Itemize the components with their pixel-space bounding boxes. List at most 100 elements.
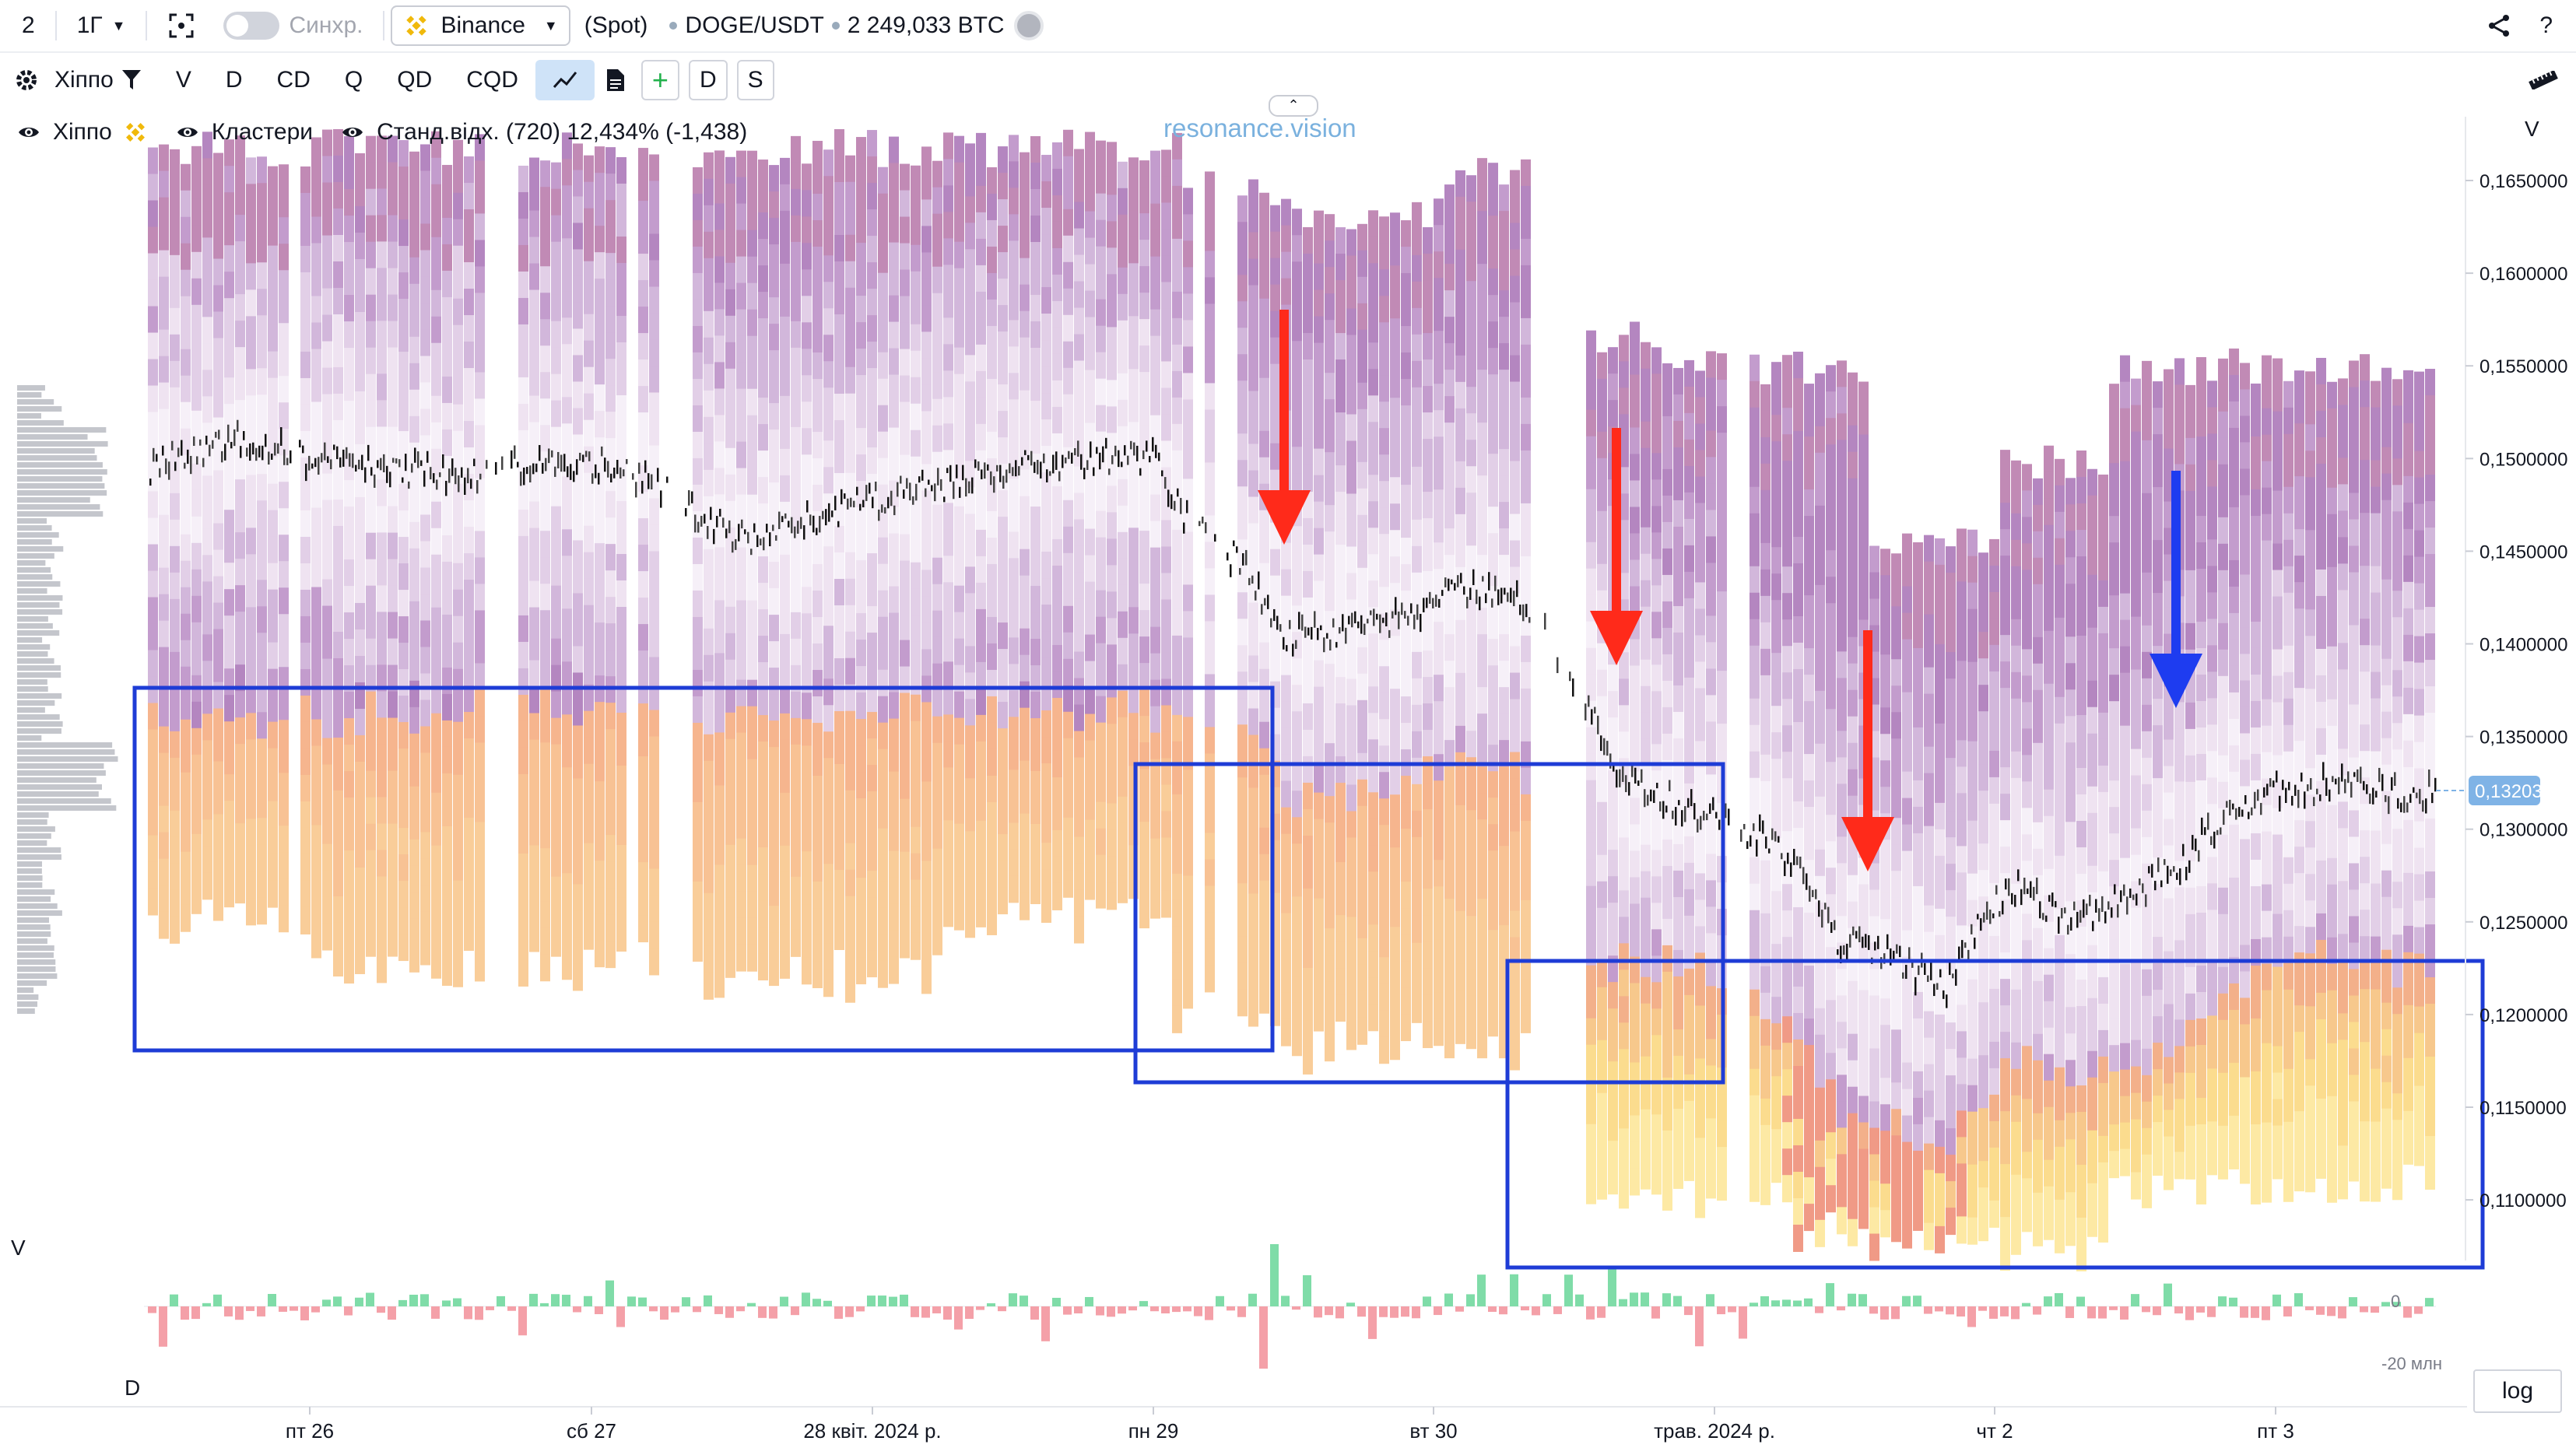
- interval-select[interactable]: 1Г ▼: [63, 12, 140, 39]
- highlight-box: [132, 685, 1275, 1053]
- indicator-name[interactable]: Хіппо: [54, 67, 114, 93]
- filter-icon: [121, 70, 141, 89]
- price-tick-label: 0,1450000: [2479, 542, 2567, 563]
- share-button[interactable]: [2472, 13, 2525, 38]
- market-type: (Spot): [584, 12, 648, 38]
- arrows: [1258, 310, 2202, 871]
- annotations: [132, 685, 2485, 1270]
- divider: [146, 11, 148, 40]
- mode-qd-button[interactable]: QD: [397, 67, 433, 93]
- status-indicator-icon: [1013, 11, 1044, 40]
- time-tick-label: пн 29: [1128, 1419, 1179, 1443]
- screenshot-button[interactable]: [153, 12, 209, 40]
- legend-clusters[interactable]: Кластери: [176, 119, 313, 146]
- watermark: resonance.vision: [1163, 114, 1356, 142]
- divider: [383, 11, 385, 40]
- price-tick-label: 0,1200000: [2479, 1005, 2567, 1026]
- indicator-toolbar: Хіппо V D CD Q QD CQD + D S: [0, 54, 2576, 106]
- time-axis[interactable]: пт 26 сб 27 28 квіт. 2024 р. пн 29 вт 30 трав…: [286, 1407, 2294, 1443]
- sync-toggle[interactable]: Синхр.: [209, 12, 377, 40]
- time-tick-label: трав. 2024 р.: [1654, 1419, 1775, 1443]
- eye-icon[interactable]: [341, 121, 364, 144]
- legend-hippo[interactable]: Хіппо: [17, 119, 148, 146]
- price-tick-label: 0,1600000: [2479, 264, 2567, 285]
- price-tick-label: 0,1650000: [2479, 171, 2567, 192]
- mode-v-button[interactable]: V: [175, 67, 191, 93]
- price-tick-label: 0,1150000: [2479, 1098, 2567, 1119]
- chevron-down-icon: ▼: [111, 17, 126, 33]
- settings-button[interactable]: [0, 60, 48, 100]
- log-scale-button[interactable]: log: [2473, 1369, 2562, 1413]
- time-tick-label: 28 квіт. 2024 р.: [803, 1419, 941, 1443]
- price-candles: [149, 419, 2437, 1008]
- share-icon: [2489, 15, 2510, 37]
- s-toggle-button[interactable]: S: [736, 60, 774, 100]
- toggle-switch[interactable]: [223, 12, 280, 40]
- price-tick-label: 0,1550000: [2479, 356, 2567, 377]
- mode-q-button[interactable]: Q: [344, 67, 363, 93]
- price-tick-label: 0,1350000: [2479, 728, 2567, 749]
- symbol-label[interactable]: DOGE/USDT: [685, 12, 824, 38]
- price-tick-label: 0,1500000: [2479, 449, 2567, 470]
- binance-logo-icon: [406, 16, 427, 36]
- document-icon: [606, 69, 624, 91]
- price-tick-label: 0,1100000: [2479, 1190, 2567, 1211]
- time-tick-label: вт 30: [1409, 1419, 1457, 1443]
- eye-icon[interactable]: [17, 121, 40, 144]
- current-price-label: 0,13203: [2475, 781, 2543, 802]
- delta-pane-label: D: [125, 1376, 141, 1400]
- legend-hippo-label: Хіппо: [53, 119, 112, 145]
- top-bar: 2 1Г ▼ Синхр. Binance ▼ (Spot) DOGE/USDT…: [0, 0, 2576, 53]
- filter-button[interactable]: [118, 60, 159, 100]
- eye-icon[interactable]: [176, 121, 199, 144]
- ruler-icon: [2529, 71, 2558, 89]
- price-tick-label: 0,1250000: [2479, 913, 2567, 934]
- volume-profile: [17, 385, 118, 1014]
- document-button[interactable]: [595, 60, 637, 100]
- line-chart-icon: [553, 72, 577, 89]
- cluster-heatmap: [148, 128, 2435, 1272]
- current-price-badge: [2469, 776, 2540, 805]
- collapse-toolbar-button[interactable]: ⌃: [1269, 95, 1318, 117]
- binance-logo-icon: [125, 123, 145, 142]
- time-tick-label: чт 2: [1976, 1419, 2013, 1443]
- interval-label: 1Г: [76, 12, 103, 38]
- price-axis-header: V: [2525, 117, 2539, 141]
- divider: [54, 11, 57, 40]
- delta-zero-label: 0: [2391, 1292, 2401, 1311]
- price-axis[interactable]: 0,1650000 0,1600000 0,1550000 0,1500000 0,14…: [2436, 117, 2567, 1260]
- separator-dot: [669, 22, 678, 30]
- time-tick-label: пт 3: [2257, 1419, 2294, 1443]
- indicator-legend: Хіппо Кластери Станд.відх. (720) 12,434%…: [17, 115, 775, 149]
- delta-histogram: [144, 1244, 2436, 1369]
- exchange-name: Binance: [440, 12, 525, 38]
- mode-d-button[interactable]: D: [225, 67, 243, 93]
- crosshair-frame-icon: [169, 13, 194, 38]
- legend-clusters-label: Кластери: [211, 119, 314, 145]
- highlight-box: [1133, 762, 1725, 1085]
- delta-min-label: -20 млн: [2381, 1354, 2443, 1373]
- sync-label: Синхр.: [289, 12, 363, 38]
- line-chart-button[interactable]: [535, 60, 595, 100]
- d-toggle-button[interactable]: D: [688, 60, 728, 100]
- price-tick-label: 0,1400000: [2479, 635, 2567, 656]
- ruler-button[interactable]: [2511, 60, 2576, 100]
- gear-icon: [16, 70, 37, 90]
- highlight-box: [1505, 959, 2485, 1270]
- layout-number[interactable]: 2: [22, 12, 35, 38]
- legend-stddev-label: Станд.відх. (720) 12,434% (-1,438): [377, 119, 748, 145]
- volume-pane-label: V: [11, 1236, 26, 1260]
- mode-cqd-button[interactable]: CQD: [466, 67, 518, 93]
- exchange-select[interactable]: Binance ▼: [391, 5, 570, 46]
- mode-cd-button[interactable]: CD: [276, 67, 311, 93]
- help-button[interactable]: ?: [2539, 12, 2553, 38]
- chevron-down-icon: ▼: [543, 17, 558, 33]
- legend-stddev[interactable]: Станд.відх. (720) 12,434% (-1,438): [341, 119, 747, 146]
- volume-label: 2 249,033 BTC: [847, 12, 1005, 38]
- add-button[interactable]: +: [640, 60, 679, 100]
- separator-dot: [831, 22, 840, 30]
- price-tick-label: 0,1300000: [2479, 820, 2567, 841]
- time-tick-label: пт 26: [286, 1419, 334, 1443]
- time-tick-label: сб 27: [567, 1419, 616, 1443]
